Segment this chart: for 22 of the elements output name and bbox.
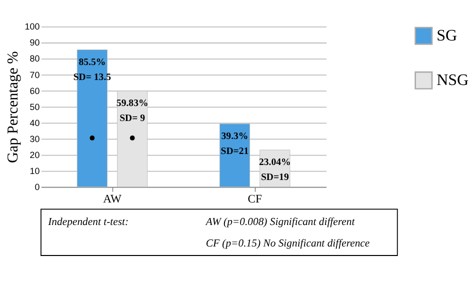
y-tick-label: 50 <box>30 102 40 112</box>
data-label: 59.83% SD= 9 <box>116 98 148 124</box>
y-tick-label: 80 <box>30 54 40 64</box>
x-tick-label: AW <box>103 192 122 206</box>
y-axis-title: Gap Percentage % <box>6 50 22 164</box>
y-tick-label: 60 <box>30 86 40 96</box>
y-tick-label: 10 <box>30 166 40 176</box>
text: CF (p=0.15) No Significant difference <box>206 238 370 250</box>
text: AW (p=0.008) Significant different <box>204 216 356 228</box>
y-tick-label: 90 <box>30 38 40 48</box>
text: Independent t-test: <box>47 216 129 228</box>
y-tick-label: 40 <box>30 118 40 128</box>
data-label: 23.04% SD=19 <box>258 157 291 184</box>
y-tick-label: 0 <box>34 182 40 192</box>
y-tick-label: 30 <box>30 134 40 144</box>
legend-label: SG <box>436 27 458 44</box>
data-label: 39.3% SD=21 <box>220 131 249 158</box>
y-tick-label: 20 <box>30 150 40 160</box>
y-tick-label: 100 <box>24 22 40 32</box>
x-tick-label: CF <box>248 192 262 206</box>
y-tick-label: 70 <box>30 70 40 80</box>
legend-label: NSG <box>436 72 470 89</box>
